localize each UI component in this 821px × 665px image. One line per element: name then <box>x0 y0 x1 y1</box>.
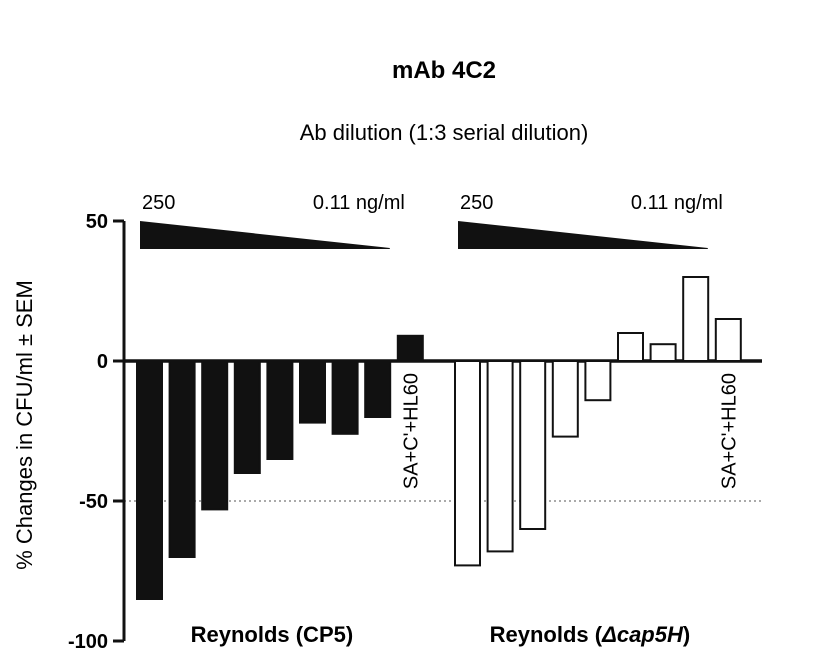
bar <box>136 360 163 600</box>
bar <box>266 360 294 460</box>
bar <box>584 360 612 402</box>
dose-low-label: 0.11 ng/ml <box>631 192 723 214</box>
bar <box>519 360 547 530</box>
y-axis-label: % Changes in CFU/ml ± SEM <box>12 280 37 570</box>
group-label-part: Reynolds ( <box>490 622 603 647</box>
control-bar <box>396 334 424 362</box>
control-label: SA+C'+HL60 <box>400 373 422 489</box>
bar <box>617 332 644 362</box>
bar <box>168 360 196 558</box>
y-tick-label: -50 <box>79 491 108 513</box>
plot-area: 50 0 -50 -100 SA+C'+HL60 250 0.11 ng/ml Reynold… <box>68 192 762 653</box>
bar <box>454 360 481 567</box>
control-bar <box>714 318 742 362</box>
chart-title: mAb 4C2 <box>392 57 496 84</box>
chart-subtitle: Ab dilution (1:3 serial dilution) <box>300 120 589 145</box>
bar <box>682 276 710 362</box>
group-label: Reynolds (Δcap5H) <box>490 622 691 647</box>
bar <box>233 360 261 474</box>
bar <box>331 360 359 435</box>
group-label: Reynolds (CP5) <box>191 622 354 647</box>
y-tick-label: 50 <box>86 211 108 233</box>
bar <box>299 360 326 424</box>
dose-high-label: 250 <box>460 192 493 214</box>
bar <box>364 360 392 418</box>
dose-high-label: 250 <box>142 192 175 214</box>
bar <box>649 343 677 363</box>
dose-low-label: 0.11 ng/ml <box>313 192 405 214</box>
y-tick-label: 0 <box>97 351 108 373</box>
bar <box>551 360 579 438</box>
bar <box>201 360 229 511</box>
group-label-part: Reynolds (CP5) <box>191 622 354 647</box>
dilution-wedge <box>458 221 708 249</box>
control-label: SA+C'+HL60 <box>718 373 740 489</box>
group-label-part: ) <box>683 622 690 647</box>
y-tick-label: -100 <box>68 631 108 653</box>
group-label-part: Δcap5H <box>601 622 684 647</box>
dilution-wedge <box>140 221 390 249</box>
bar <box>486 360 514 553</box>
